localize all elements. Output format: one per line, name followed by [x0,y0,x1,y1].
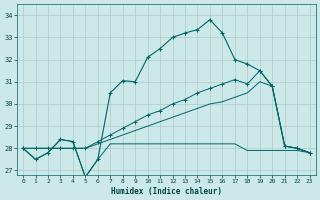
X-axis label: Humidex (Indice chaleur): Humidex (Indice chaleur) [111,187,222,196]
